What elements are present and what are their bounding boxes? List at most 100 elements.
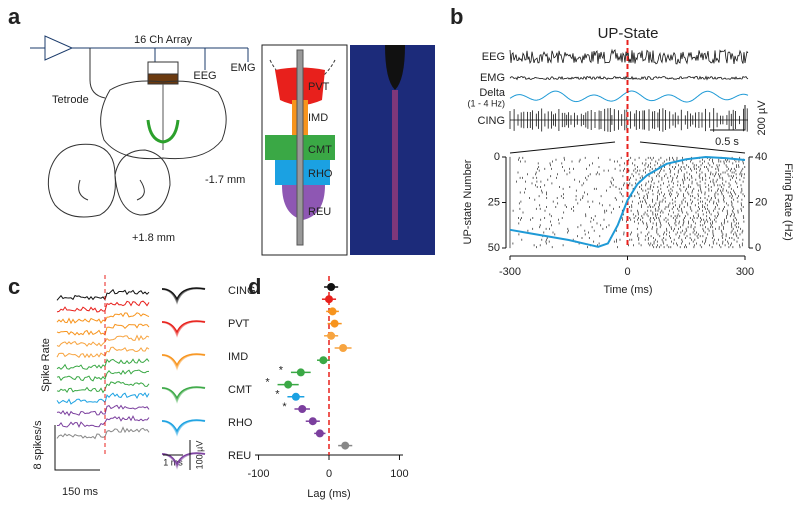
region-label: IMD: [228, 351, 248, 363]
waveform: [161, 287, 206, 303]
label: 16 Ch Array: [134, 34, 193, 46]
dot: [339, 344, 348, 352]
trace-label: (1 - 4 Hz): [467, 98, 505, 108]
waveform: [161, 419, 206, 435]
dot: [325, 295, 333, 304]
dot: [327, 283, 336, 291]
dot: [319, 356, 328, 365]
panel-d: -100 0 100****: [248, 276, 409, 480]
region-label: RHO: [308, 168, 333, 180]
dot: [341, 441, 350, 450]
chart-title: UP-State: [598, 25, 659, 42]
waveform: [161, 320, 206, 334]
panel-letter: c: [8, 274, 20, 299]
dot: [296, 368, 305, 377]
scale-label: 150 ms: [62, 486, 99, 498]
x-tick-label: -100: [248, 468, 270, 480]
thalamus-section: [261, 44, 435, 256]
region-label: RHO: [228, 417, 253, 429]
region-label: REU: [308, 206, 331, 218]
waveform: [161, 386, 206, 404]
y-tick-label: 50: [488, 242, 500, 254]
label: +1.8 mm: [132, 232, 175, 244]
y2-tick-label: 40: [755, 151, 767, 163]
significance: *: [279, 364, 284, 376]
rate-trace: [56, 312, 150, 325]
dot: [308, 417, 317, 426]
region-label: CING: [228, 285, 256, 297]
region-label: PVT: [308, 81, 330, 93]
x-axis-label: Time (ms): [603, 284, 652, 296]
rate-trace: [56, 392, 150, 405]
panel-c: CING PVT IMD CMT RHO REU: [54, 275, 256, 471]
scale-label: 0.5 s: [715, 136, 739, 148]
waveform: [161, 386, 206, 402]
waveform: [161, 386, 206, 403]
dot: [328, 307, 337, 316]
delta-trace: [509, 90, 749, 103]
emg-trace: [509, 75, 749, 81]
rate-trace: [56, 381, 150, 394]
waveform: [161, 419, 206, 436]
waveform: [161, 287, 206, 304]
rate-trace: [56, 323, 150, 336]
region-label: REU: [228, 450, 251, 462]
zoom-lines: [509, 141, 746, 154]
significance: *: [265, 377, 270, 389]
waveform: [161, 320, 206, 337]
rate-curve: [509, 155, 746, 248]
region-label: CMT: [308, 144, 332, 156]
scale-label: 100 µV: [194, 441, 204, 470]
label: -1.7 mm: [205, 174, 245, 186]
rate-trace: [56, 300, 150, 313]
spike-raster: [509, 156, 746, 249]
panel-letter: d: [248, 274, 261, 299]
waveform: [161, 419, 206, 433]
scale-bar: [710, 105, 746, 131]
dot: [327, 331, 336, 340]
panel-letter: b: [450, 4, 463, 29]
dot: [298, 405, 307, 413]
y2-axis-label: Firing Rate (Hz): [782, 163, 794, 241]
scale-label: 8 spikes/s: [32, 420, 44, 469]
label: EMG: [230, 62, 255, 74]
trace-label: CING: [478, 115, 506, 127]
significance: *: [282, 401, 287, 413]
trace-label: EMG: [480, 72, 505, 84]
x-tick-label: 0: [326, 468, 332, 480]
recording-schematic: [30, 35, 249, 218]
rate-trace: [56, 426, 150, 440]
rate-trace: [56, 415, 150, 429]
region-label: CMT: [228, 384, 252, 396]
dot: [315, 429, 324, 438]
y-tick-label: 0: [494, 151, 500, 163]
scale-bar: [163, 440, 191, 470]
x-tick-label: 0: [624, 266, 630, 278]
label: EEG: [193, 70, 216, 82]
waveform: [161, 320, 206, 336]
scale-label: 200 µV: [756, 100, 768, 136]
waveform: [161, 353, 206, 370]
trace-label: EEG: [482, 51, 505, 63]
waveform: [161, 287, 206, 301]
cing-spikes: [509, 108, 748, 132]
rate-trace: [56, 346, 150, 359]
waveform: [161, 419, 206, 437]
waveform: [161, 287, 206, 305]
dot: [291, 392, 300, 401]
scale-label: 1 ms: [163, 457, 183, 467]
rate-trace: [56, 369, 150, 382]
waveform: [161, 353, 206, 369]
waveform: [161, 353, 206, 367]
rate-trace: [56, 358, 150, 370]
label: Tetrode: [52, 94, 89, 106]
significance: *: [275, 389, 280, 401]
region-label: IMD: [308, 112, 328, 124]
y2-tick-label: 20: [755, 196, 767, 208]
waveform: [161, 320, 206, 338]
rate-trace: [56, 334, 150, 348]
region-label: PVT: [228, 318, 250, 330]
x-tick-label: 100: [390, 468, 408, 480]
scale-bar: [54, 425, 100, 471]
